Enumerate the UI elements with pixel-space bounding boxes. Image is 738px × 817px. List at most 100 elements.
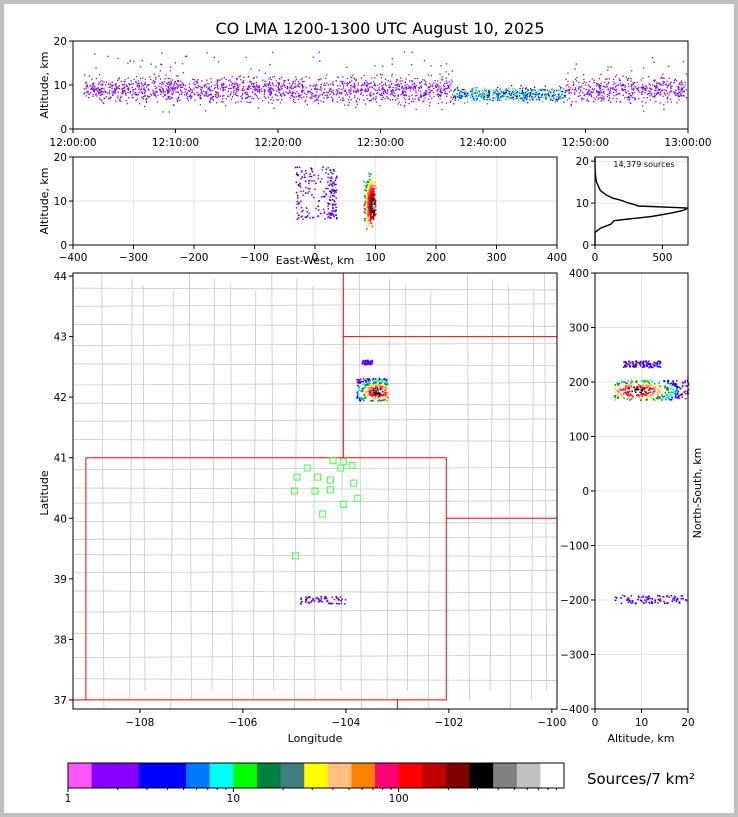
- p1-source: [545, 98, 547, 100]
- p1-source: [293, 98, 295, 101]
- p1-source: [568, 92, 570, 95]
- p5-source: [627, 385, 629, 387]
- p1-source: [92, 95, 94, 97]
- p1-source: [476, 91, 478, 93]
- p1-source: [536, 99, 538, 101]
- map-source: [383, 384, 386, 387]
- p1-source: [588, 94, 590, 96]
- p1-source: [451, 98, 453, 100]
- p1-source: [253, 98, 255, 100]
- p2-source: [375, 186, 377, 189]
- p1-source: [277, 99, 280, 101]
- p1-source: [411, 81, 413, 83]
- p1-source: [165, 98, 167, 100]
- p2-source: [364, 208, 366, 210]
- lma-station: [326, 476, 334, 484]
- p1-source: [381, 81, 383, 83]
- p1-source: [463, 95, 465, 98]
- map-ytick-label: 42: [54, 392, 67, 404]
- p1-source: [494, 92, 496, 94]
- p1-source: [101, 84, 103, 86]
- p1-source: [641, 88, 643, 90]
- p1-source: [132, 97, 134, 99]
- colorbar-swatch: [493, 763, 518, 788]
- p1-source: [641, 90, 644, 93]
- map-ytick-label: 40: [54, 513, 67, 525]
- p1-source: [294, 101, 296, 104]
- p1-source: [566, 90, 568, 92]
- p1-source: [589, 93, 592, 96]
- p1-source: [115, 84, 117, 86]
- p1-source: [204, 110, 207, 112]
- county-line: [73, 439, 557, 442]
- p1-source: [91, 78, 93, 80]
- p1-source: [533, 88, 536, 91]
- p5-source: [648, 382, 651, 385]
- p1-source: [241, 81, 243, 84]
- p1-source: [352, 85, 354, 87]
- p1-source: [423, 95, 425, 97]
- p1-source: [254, 89, 257, 92]
- p1-source: [321, 93, 323, 95]
- p1-source: [578, 88, 580, 90]
- p2-source: [308, 180, 310, 182]
- lma-station: [314, 473, 322, 481]
- p1-source: [307, 90, 310, 92]
- p1-source: [646, 93, 649, 95]
- p2-source: [363, 195, 366, 197]
- p2-source: [368, 175, 371, 177]
- p2-source: [372, 187, 374, 190]
- p1-source: [529, 99, 531, 101]
- p1-source: [595, 85, 598, 87]
- p5-source: [643, 602, 646, 605]
- p1-source: [620, 101, 622, 103]
- p1-source: [156, 87, 158, 89]
- colorbar-swatch: [304, 763, 329, 788]
- p1-source: [481, 93, 483, 95]
- p2-source: [327, 167, 329, 169]
- p1-source: [170, 83, 172, 85]
- map-source: [373, 384, 375, 386]
- p1-source: [398, 101, 400, 103]
- p1-source: [419, 82, 421, 84]
- p1-source: [558, 85, 561, 87]
- p1-source: [154, 85, 156, 87]
- colorbar-swatch: [138, 763, 163, 788]
- county-line: [211, 279, 215, 691]
- p5-source: [677, 390, 679, 393]
- p1-source: [321, 94, 323, 96]
- p1-source: [398, 85, 401, 88]
- p1-source: [473, 99, 476, 101]
- p5-source: [648, 388, 651, 391]
- p5-source: [624, 360, 626, 363]
- p1-source: [168, 81, 170, 83]
- p1-source: [658, 92, 660, 94]
- map-source: [336, 602, 338, 605]
- p5-source: [646, 363, 648, 365]
- p1-source: [174, 62, 176, 64]
- p1-source: [246, 97, 248, 99]
- p1-source: [624, 86, 626, 88]
- p1-source: [600, 87, 602, 89]
- p1-source: [209, 101, 211, 104]
- p1-source: [301, 89, 303, 91]
- p1-source: [387, 80, 389, 82]
- p1-source: [233, 82, 235, 84]
- p1-source: [138, 82, 140, 84]
- p2-source: [372, 213, 375, 215]
- map-source: [336, 597, 338, 600]
- p1-source: [571, 88, 574, 91]
- p1-source: [673, 92, 676, 95]
- map-source: [384, 395, 387, 397]
- p1-source: [282, 91, 285, 94]
- p1-source: [634, 98, 636, 100]
- p1-source: [568, 89, 570, 91]
- p1-source: [303, 89, 305, 92]
- p5-source: [634, 390, 636, 392]
- p5-source: [677, 395, 680, 397]
- p1-source: [668, 94, 670, 96]
- p2-source: [365, 182, 367, 184]
- p2-xtick-label: −400: [59, 252, 88, 264]
- p1-source: [134, 94, 136, 96]
- p1-source: [101, 91, 103, 93]
